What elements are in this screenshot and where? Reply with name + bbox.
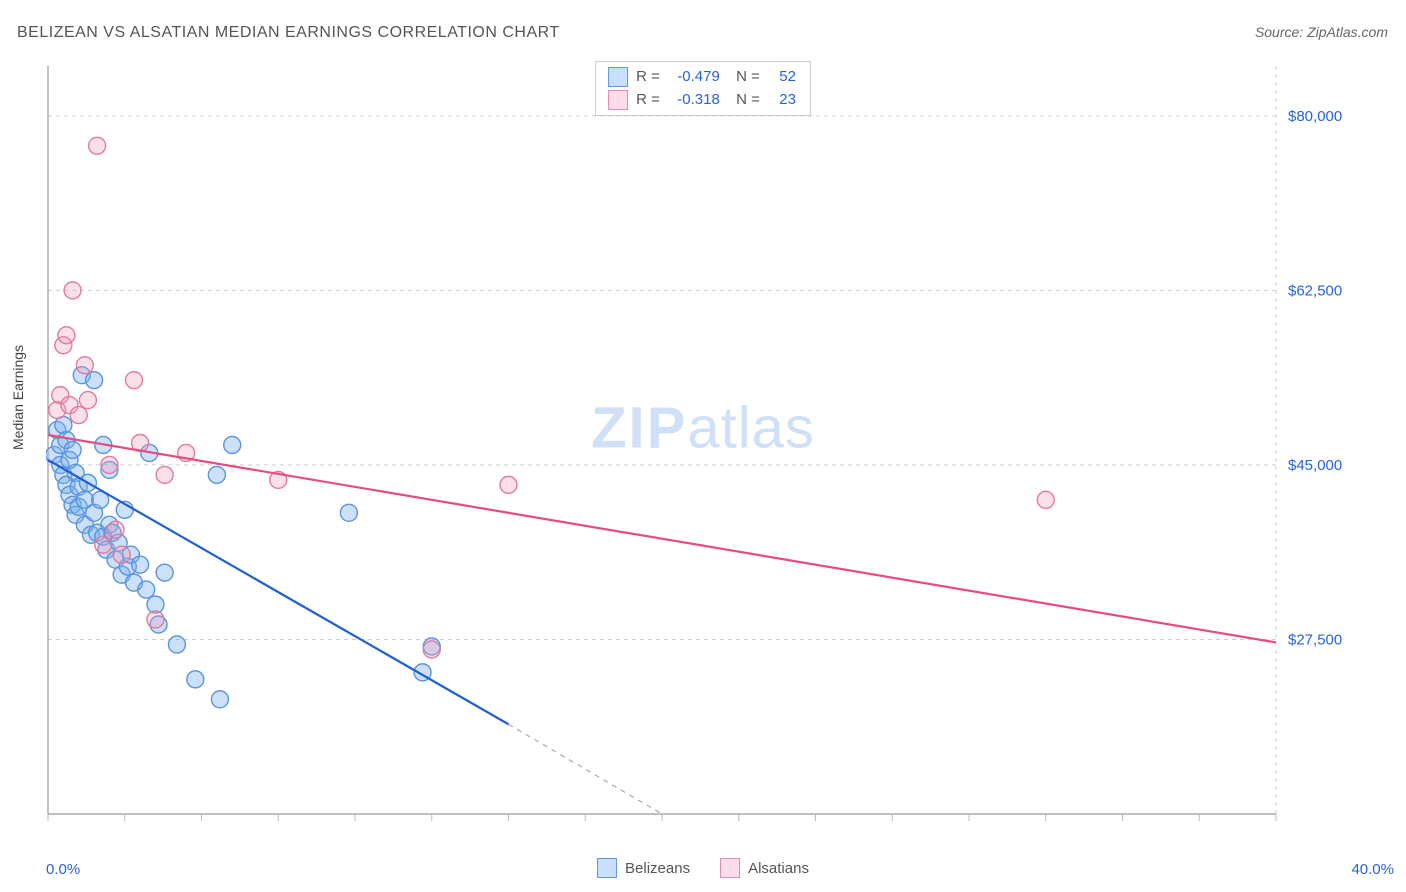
svg-text:$45,000: $45,000 bbox=[1288, 457, 1342, 474]
correlation-stats-box: R =-0.479 N =52 R =-0.318 N =23 bbox=[595, 61, 811, 116]
legend-label: Alsatians bbox=[748, 860, 809, 877]
y-axis-label: Median Earnings bbox=[10, 345, 26, 450]
svg-text:$80,000: $80,000 bbox=[1288, 108, 1342, 125]
swatch-pink-icon bbox=[608, 90, 628, 110]
source-attribution: Source: ZipAtlas.com bbox=[1255, 24, 1388, 40]
svg-text:$27,500: $27,500 bbox=[1288, 631, 1342, 648]
chart-title: BELIZEAN VS ALSATIAN MEDIAN EARNINGS COR… bbox=[17, 24, 560, 42]
correlation-scatter-chart: $27,500 $45,000 $62,500 $80,000 bbox=[46, 60, 1356, 850]
swatch-blue-icon bbox=[608, 67, 628, 87]
swatch-blue-icon bbox=[597, 858, 617, 878]
svg-text:$62,500: $62,500 bbox=[1288, 282, 1342, 299]
x-axis-max-label: 40.0% bbox=[1351, 861, 1394, 878]
legend-item-alsatians: Alsatians bbox=[720, 858, 809, 878]
swatch-pink-icon bbox=[720, 858, 740, 878]
legend-label: Belizeans bbox=[625, 860, 690, 877]
stats-row-belizeans: R =-0.479 N =52 bbox=[608, 66, 796, 89]
legend-item-belizeans: Belizeans bbox=[597, 858, 690, 878]
stats-row-alsatians: R =-0.318 N =23 bbox=[608, 89, 796, 112]
x-axis-min-label: 0.0% bbox=[46, 861, 80, 878]
bottom-legend: Belizeans Alsatians bbox=[597, 858, 809, 878]
